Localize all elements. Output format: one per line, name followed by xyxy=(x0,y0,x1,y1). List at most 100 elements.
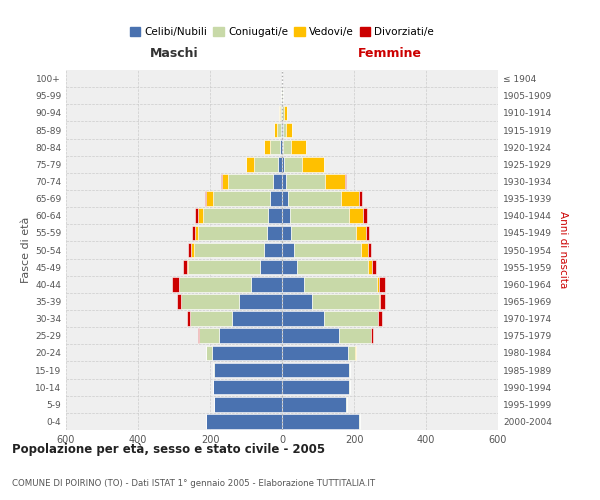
Bar xyxy=(199,328,219,343)
Bar xyxy=(187,260,188,274)
Bar xyxy=(349,380,350,394)
Bar xyxy=(368,242,371,258)
Bar xyxy=(239,294,282,308)
Bar xyxy=(366,226,370,240)
Text: Maschi: Maschi xyxy=(149,46,199,60)
Bar xyxy=(251,277,282,291)
Bar xyxy=(282,346,347,360)
Bar xyxy=(254,157,278,172)
Bar xyxy=(281,122,282,138)
Bar xyxy=(282,157,284,172)
Bar xyxy=(206,346,212,360)
Bar xyxy=(291,226,356,240)
Bar xyxy=(282,242,293,258)
Bar xyxy=(379,277,385,291)
Bar xyxy=(282,226,291,240)
Bar xyxy=(221,174,228,188)
Bar xyxy=(339,328,371,343)
Bar xyxy=(199,208,203,223)
Bar xyxy=(377,277,379,291)
Bar xyxy=(282,414,359,428)
Bar xyxy=(192,226,195,240)
Bar xyxy=(282,260,297,274)
Y-axis label: Anni di nascita: Anni di nascita xyxy=(557,212,568,288)
Bar xyxy=(346,397,347,411)
Bar xyxy=(282,312,325,326)
Bar xyxy=(359,192,362,206)
Bar xyxy=(179,277,251,291)
Bar xyxy=(270,140,280,154)
Bar xyxy=(232,312,282,326)
Bar xyxy=(297,260,368,274)
Bar xyxy=(268,208,282,223)
Bar xyxy=(190,312,232,326)
Bar xyxy=(347,346,355,360)
Bar xyxy=(264,242,282,258)
Bar xyxy=(282,380,349,394)
Bar xyxy=(280,140,282,154)
Bar xyxy=(219,328,282,343)
Bar xyxy=(213,380,282,394)
Bar xyxy=(265,140,270,154)
Bar xyxy=(345,174,346,188)
Bar xyxy=(291,140,306,154)
Bar xyxy=(187,312,190,326)
Bar xyxy=(286,174,325,188)
Bar xyxy=(356,226,366,240)
Bar xyxy=(277,122,281,138)
Bar xyxy=(379,312,382,326)
Bar xyxy=(195,208,199,223)
Text: Popolazione per età, sesso e stato civile - 2005: Popolazione per età, sesso e stato civil… xyxy=(12,442,325,456)
Bar xyxy=(213,192,271,206)
Bar xyxy=(282,397,346,411)
Bar xyxy=(372,260,376,274)
Bar xyxy=(282,208,290,223)
Bar xyxy=(282,192,289,206)
Bar xyxy=(172,277,179,291)
Bar xyxy=(282,174,286,188)
Y-axis label: Fasce di età: Fasce di età xyxy=(21,217,31,283)
Bar xyxy=(199,226,267,240)
Bar xyxy=(324,157,325,172)
Bar xyxy=(363,208,367,223)
Bar xyxy=(293,242,361,258)
Bar xyxy=(198,328,199,343)
Bar xyxy=(378,312,379,326)
Bar xyxy=(214,362,282,378)
Legend: Celibi/Nubili, Coniugati/e, Vedovi/e, Divorziati/e: Celibi/Nubili, Coniugati/e, Vedovi/e, Di… xyxy=(125,23,439,41)
Bar xyxy=(184,260,187,274)
Bar xyxy=(273,174,282,188)
Bar xyxy=(274,122,277,138)
Bar xyxy=(260,260,282,274)
Bar xyxy=(195,226,199,240)
Bar xyxy=(379,294,380,308)
Bar xyxy=(271,192,282,206)
Bar xyxy=(371,328,373,343)
Bar xyxy=(280,106,281,120)
Bar xyxy=(349,208,363,223)
Bar xyxy=(302,157,324,172)
Bar xyxy=(290,208,349,223)
Bar xyxy=(289,192,341,206)
Bar xyxy=(205,192,206,206)
Bar xyxy=(194,242,264,258)
Bar xyxy=(228,174,273,188)
Bar xyxy=(181,294,239,308)
Bar xyxy=(282,294,311,308)
Bar xyxy=(286,122,292,138)
Bar xyxy=(191,242,194,258)
Bar xyxy=(279,106,280,120)
Bar xyxy=(282,122,283,138)
Bar xyxy=(188,242,191,258)
Bar xyxy=(284,157,302,172)
Bar xyxy=(282,277,304,291)
Bar xyxy=(284,106,287,120)
Bar xyxy=(361,242,368,258)
Bar xyxy=(283,106,284,120)
Bar xyxy=(349,362,350,378)
Bar xyxy=(282,362,349,378)
Bar xyxy=(206,414,282,428)
Bar xyxy=(368,260,372,274)
Bar xyxy=(213,362,214,378)
Bar xyxy=(203,208,268,223)
